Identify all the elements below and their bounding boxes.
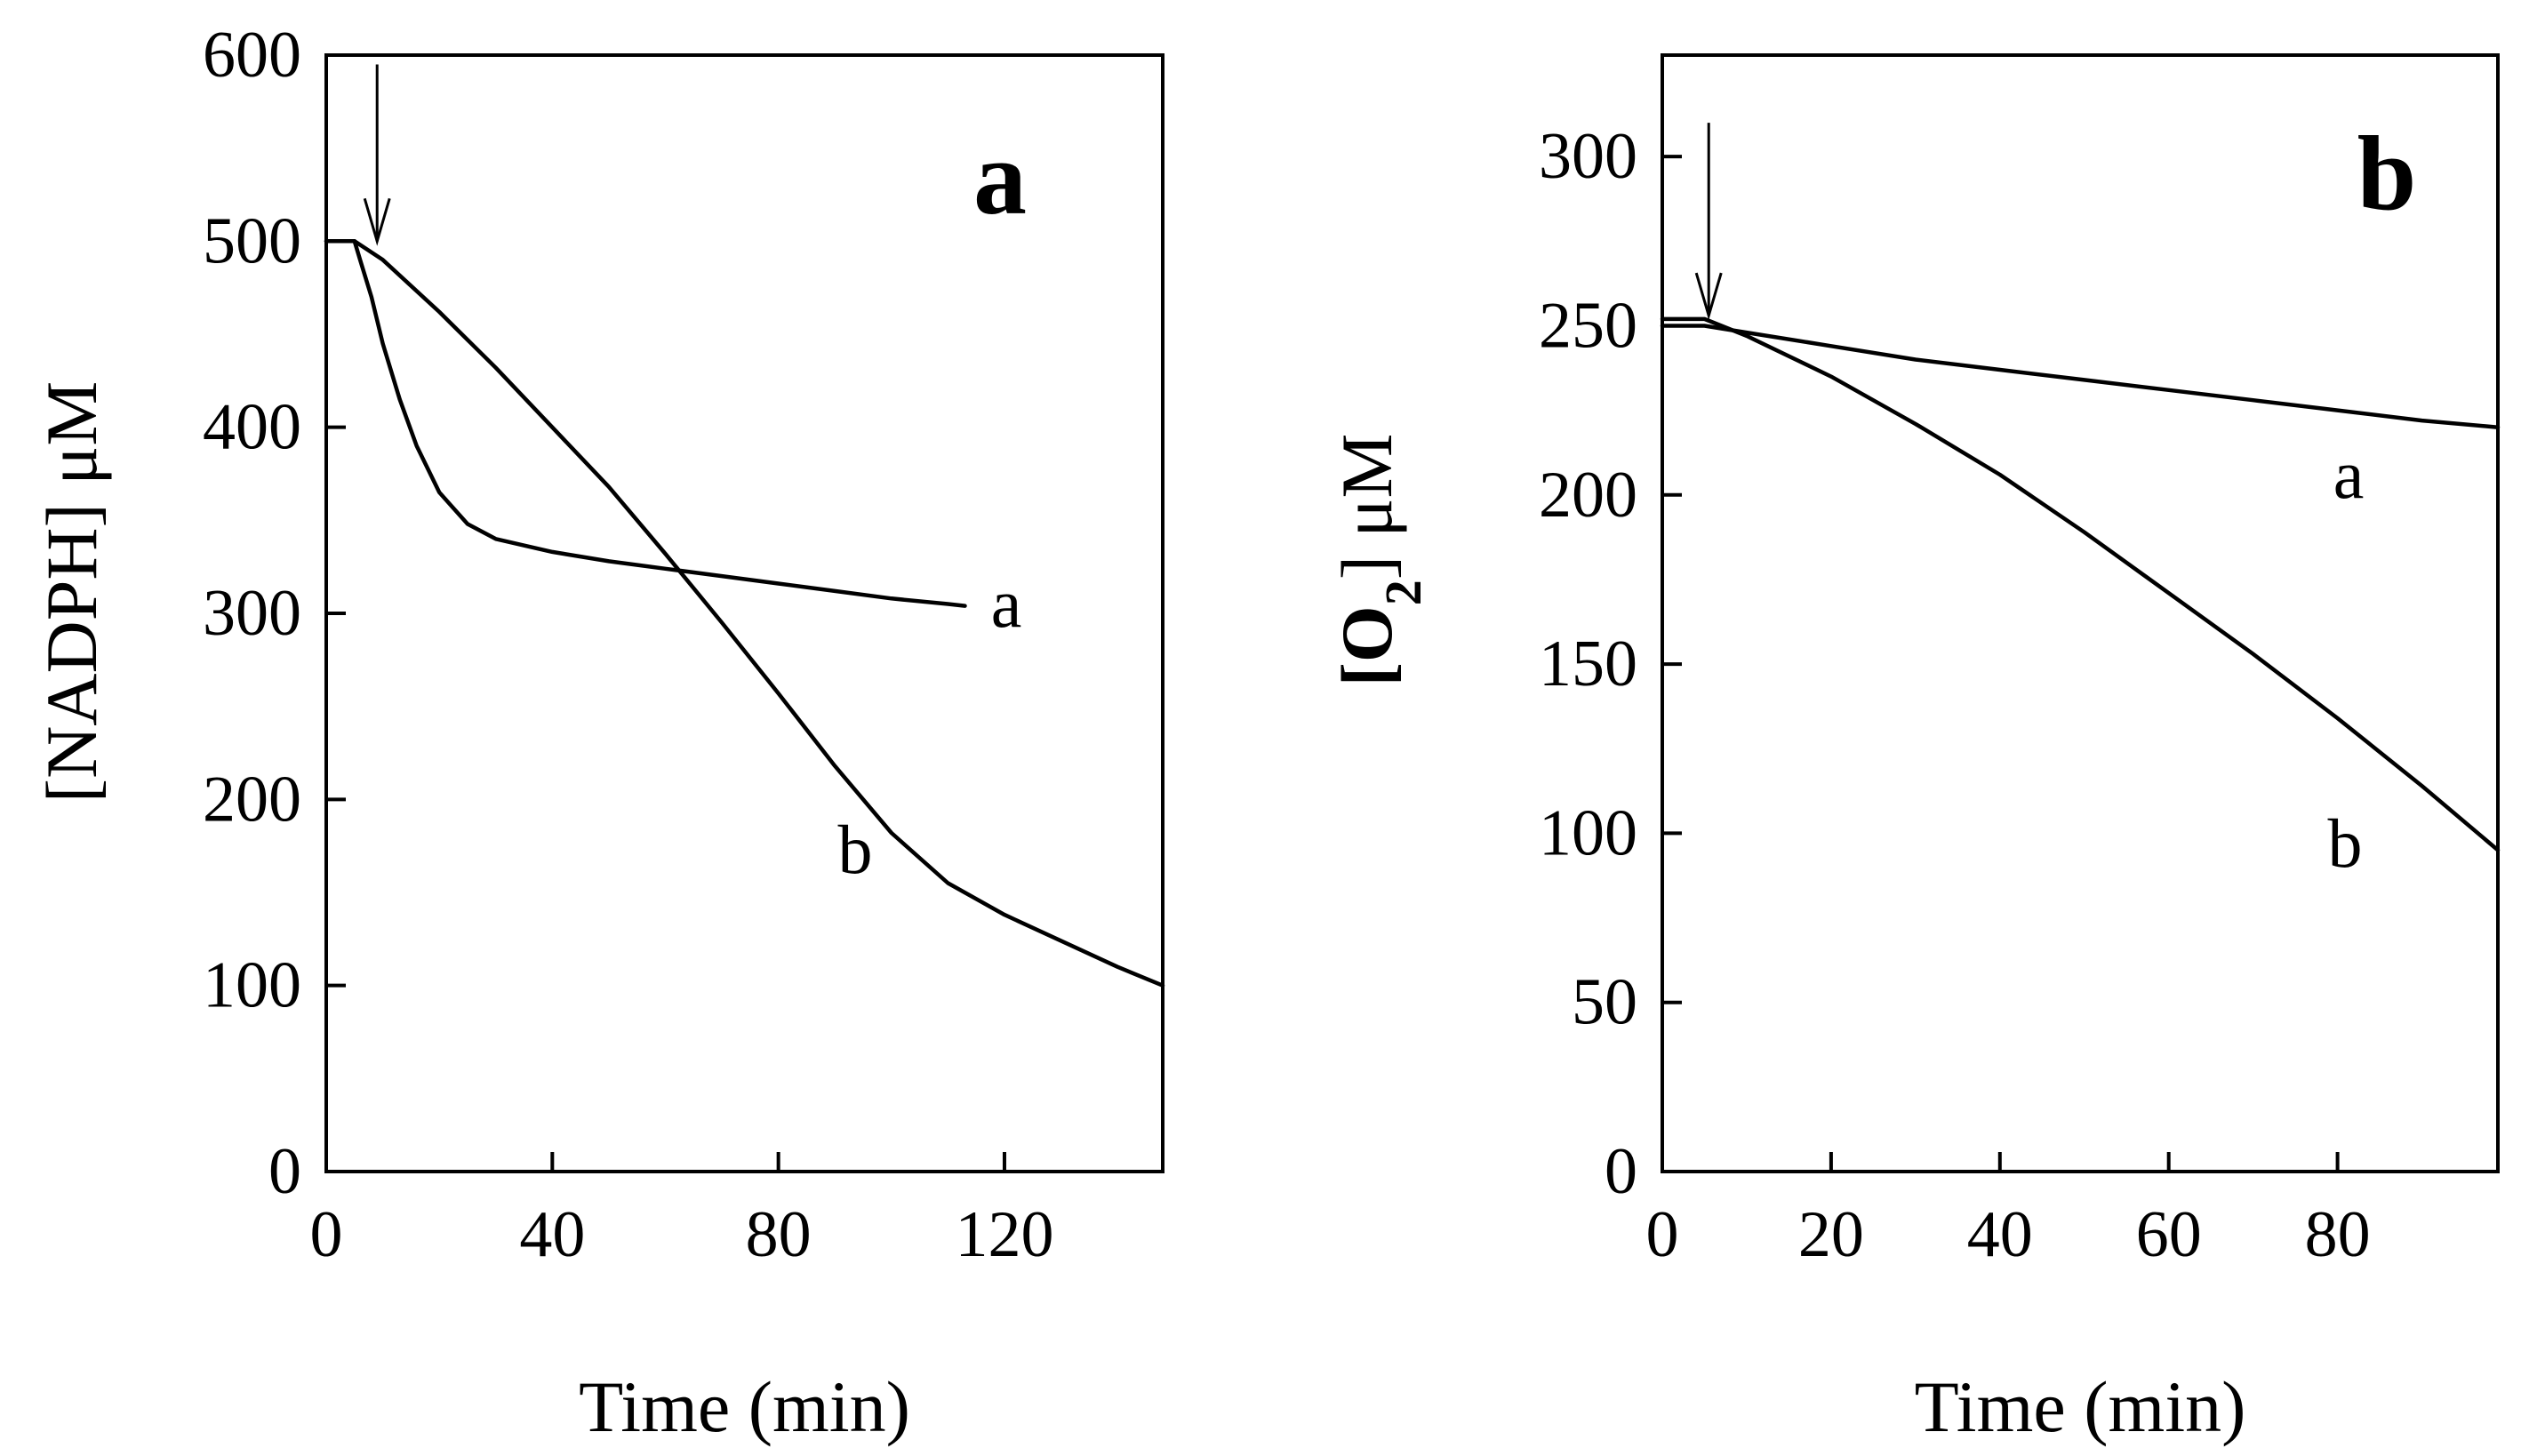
y-tick-label: 300 — [1539, 120, 1637, 193]
x-tick-label: 40 — [519, 1198, 585, 1271]
panel-letter: b — [2357, 114, 2417, 232]
y-tick-label: 500 — [203, 204, 301, 277]
y-tick-label: 200 — [203, 763, 301, 836]
series-line-a — [324, 239, 967, 608]
x-tick-label: 40 — [1967, 1198, 2033, 1271]
y-tick-label: 100 — [203, 949, 301, 1022]
x-tick-label: 0 — [310, 1198, 343, 1271]
x-tick-label: 120 — [955, 1198, 1053, 1271]
y-tick-label: 0 — [268, 1135, 301, 1208]
series-line-b — [324, 239, 1165, 988]
x-axis-title: Time (min) — [1915, 1366, 2246, 1447]
series-label-b: b — [838, 811, 873, 888]
plot-frame — [1661, 53, 2500, 1173]
panel-letter: a — [973, 118, 1027, 236]
y-tick-label: 150 — [1539, 628, 1637, 700]
y-tick-label: 300 — [203, 577, 301, 650]
plot-frame — [324, 53, 1164, 1173]
panel-b: 0 20 40 60 80 0 50 100 150 200 250 300 Time (min) [O2… — [1326, 53, 2501, 1447]
series-label-a: a — [2333, 436, 2365, 513]
y-tick-label: 100 — [1539, 796, 1637, 869]
y-tick-label: 200 — [1539, 459, 1637, 532]
addition-arrow-icon — [363, 64, 391, 246]
x-tick-label: 80 — [2305, 1198, 2371, 1271]
y-axis-title: [NADPH] μM — [31, 381, 112, 803]
y-tick-label: 600 — [203, 19, 301, 92]
x-tick-label: 20 — [1798, 1198, 1864, 1271]
series-line-b — [1660, 316, 2501, 852]
series-line-a — [1660, 324, 2501, 429]
x-tick-label: 60 — [2136, 1198, 2202, 1271]
y-tick-label: 400 — [203, 391, 301, 464]
x-axis-title: Time (min) — [579, 1366, 910, 1447]
x-tick-label: 0 — [1646, 1198, 1679, 1271]
y-axis-title: [O2] μM — [1326, 434, 1432, 687]
panel-a: 0 40 80 120 0 100 200 300 400 500 600 Time (min) [NA… — [31, 19, 1165, 1447]
series-label-a: a — [991, 564, 1022, 642]
series-label-b: b — [2328, 804, 2363, 882]
addition-arrow-icon — [1694, 123, 1723, 321]
y-tick-label: 0 — [1605, 1135, 1637, 1208]
y-tick-label: 50 — [1572, 966, 1637, 1039]
y-tick-label: 250 — [1539, 289, 1637, 362]
x-tick-label: 80 — [746, 1198, 812, 1271]
